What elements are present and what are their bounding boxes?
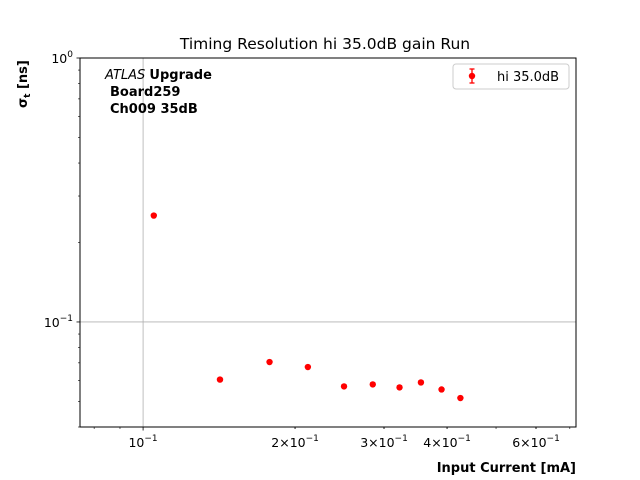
legend-box <box>452 63 570 90</box>
x-axis-ticks: 10−1 2×10−1 3×10−1 4×10−1 6×10−1 <box>128 427 560 450</box>
data-point <box>369 381 376 388</box>
data-point <box>417 379 425 386</box>
chart-title: Timing Resolution hi 35.0dB gain Run <box>179 35 470 53</box>
legend-label: hi 35.0dB <box>497 70 559 85</box>
data-point <box>304 363 312 371</box>
x-tick-label: 4×10−1 <box>423 434 471 450</box>
atlas-label: ATLAS Upgrade <box>104 68 212 83</box>
x-tick-label: 3×10−1 <box>360 434 408 450</box>
y-tick-label: 100 <box>51 50 73 66</box>
data-point <box>457 394 464 402</box>
board-label: Board259 <box>110 85 180 100</box>
x-tick-label: 2×10−1 <box>271 434 319 450</box>
legend: hi 35.0dB <box>452 63 570 90</box>
minor-ticks <box>78 69 571 429</box>
x-tick-label: 10−1 <box>128 434 157 450</box>
data-point <box>216 376 224 383</box>
y-axis-label: σt [ns] <box>16 60 33 108</box>
legend-marker <box>468 72 476 80</box>
data-point <box>150 212 157 219</box>
x-tick-label: 6×10−1 <box>512 434 560 450</box>
data-points <box>150 212 464 402</box>
plot-frame <box>79 57 577 428</box>
x-axis-label: Input Current [mA] <box>437 461 576 476</box>
y-axis-ticks: 10−1 100 <box>44 50 80 330</box>
grid-lines <box>80 58 576 427</box>
data-point <box>340 383 348 390</box>
channel-label: Ch009 35dB <box>110 102 198 117</box>
data-point <box>438 386 445 393</box>
y-tick-label: 10−1 <box>44 314 73 330</box>
data-point <box>396 384 403 391</box>
data-point <box>266 358 273 366</box>
